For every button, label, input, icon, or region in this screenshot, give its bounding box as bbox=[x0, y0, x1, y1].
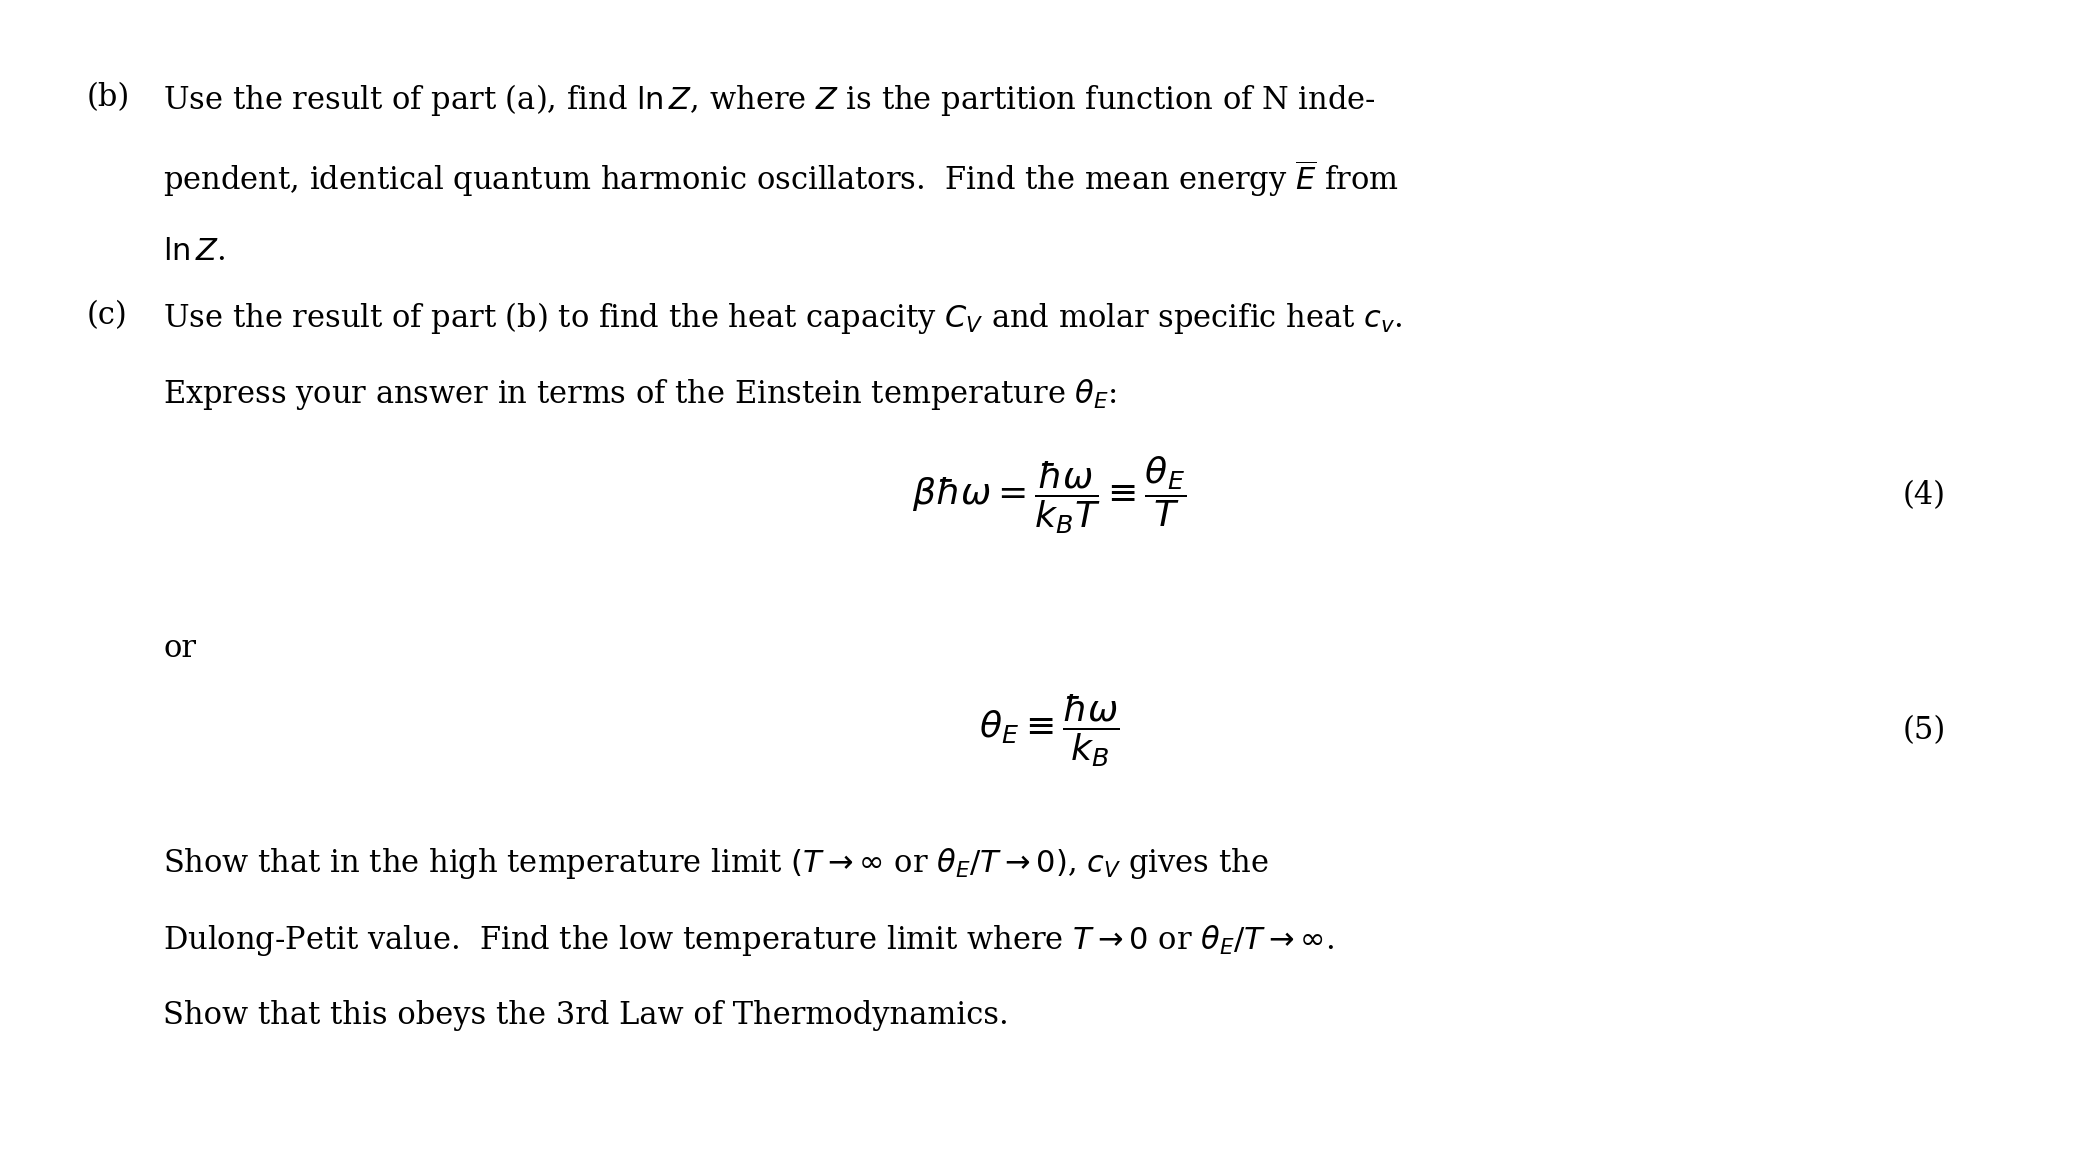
Text: Show that this obeys the 3rd Law of Thermodynamics.: Show that this obeys the 3rd Law of Ther… bbox=[164, 1000, 1010, 1030]
Text: (b): (b) bbox=[86, 81, 130, 113]
Text: Dulong-Petit value.  Find the low temperature limit where $T \to 0$ or $\theta_E: Dulong-Petit value. Find the low tempera… bbox=[164, 922, 1335, 958]
Text: (c): (c) bbox=[86, 300, 126, 331]
Text: Express your answer in terms of the Einstein temperature $\theta_E$:: Express your answer in terms of the Eins… bbox=[164, 377, 1117, 412]
Text: (5): (5) bbox=[1904, 715, 1946, 747]
Text: $\beta\hbar\omega = \dfrac{\hbar\omega}{k_B T} \equiv \dfrac{\theta_E}{T}$: $\beta\hbar\omega = \dfrac{\hbar\omega}{… bbox=[913, 455, 1186, 536]
Text: Show that in the high temperature limit $(T \to \infty$ or $\theta_E/T \to 0)$, : Show that in the high temperature limit … bbox=[164, 846, 1270, 880]
Text: Use the result of part (b) to find the heat capacity $C_V$ and molar specific he: Use the result of part (b) to find the h… bbox=[164, 300, 1402, 336]
Text: pendent, identical quantum harmonic oscillators.  Find the mean energy $\overlin: pendent, identical quantum harmonic osci… bbox=[164, 158, 1398, 199]
Text: $\ln Z$.: $\ln Z$. bbox=[164, 236, 227, 266]
Text: (4): (4) bbox=[1904, 480, 1946, 511]
Text: or: or bbox=[164, 633, 197, 664]
Text: $\theta_E \equiv \dfrac{\hbar\omega}{k_B}$: $\theta_E \equiv \dfrac{\hbar\omega}{k_B… bbox=[978, 693, 1121, 769]
Text: Use the result of part (a), find $\ln Z$, where $Z$ is the partition function of: Use the result of part (a), find $\ln Z$… bbox=[164, 81, 1377, 117]
